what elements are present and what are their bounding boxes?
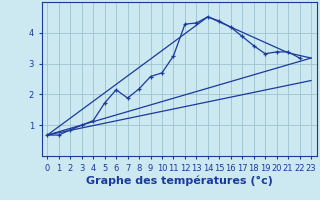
X-axis label: Graphe des températures (°c): Graphe des températures (°c) [86, 175, 273, 186]
